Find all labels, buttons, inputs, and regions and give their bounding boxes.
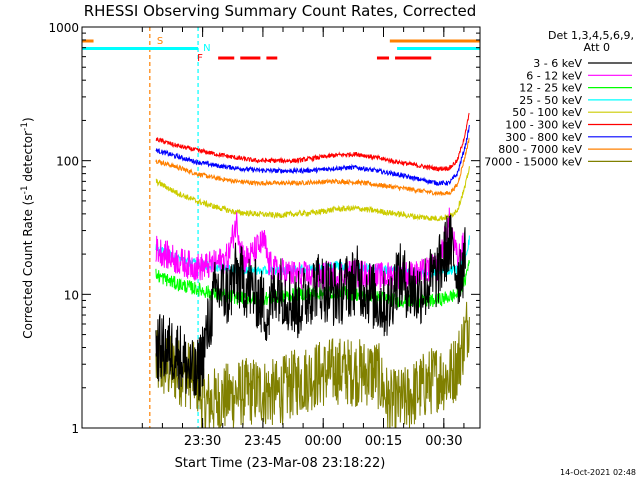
x-tick-label-4: 00:30 xyxy=(425,434,462,449)
chart-title: RHESSI Observing Summary Count Rates, Co… xyxy=(84,2,477,20)
series-line-6 xyxy=(155,124,470,187)
series-line-8 xyxy=(155,301,470,428)
legend-label-5: 100 - 300 keV xyxy=(505,119,582,132)
legend-label-3: 25 - 50 keV xyxy=(519,94,582,107)
y-axis-label: Corrected Count Rate (s-1 detector-1) xyxy=(20,117,35,338)
x-tick-label-3: 00:15 xyxy=(365,434,402,449)
x-tick-label-1: 23:45 xyxy=(244,434,281,449)
legend-label-7: 800 - 7000 keV xyxy=(498,143,582,156)
x-tick-label-2: 00:00 xyxy=(304,434,341,449)
legend-label-8: 7000 - 15000 keV xyxy=(484,155,582,168)
saa-flag-label: S xyxy=(157,36,163,47)
legend-label-6: 300 - 800 keV xyxy=(505,131,582,144)
legend-label-4: 50 - 100 keV xyxy=(512,106,582,119)
night-flag-label: N xyxy=(203,43,210,54)
legend-label-0: 3 - 6 keV xyxy=(533,57,582,70)
y-tick-label-3: 1000 xyxy=(48,21,79,35)
series-line-5 xyxy=(155,112,470,172)
y-tick-label-0: 1 xyxy=(71,422,79,436)
x-tick-label-0: 23:30 xyxy=(184,434,221,449)
y-tick-label-1: 10 xyxy=(64,288,79,302)
legend-label-1: 6 - 12 keV xyxy=(526,69,582,82)
flare-flag-label: F xyxy=(197,53,203,64)
legend-title-line-2: Att 0 xyxy=(584,41,610,54)
x-axis-label: Start Time (23-Mar-08 23:18:22) xyxy=(175,456,386,471)
legend-label-2: 12 - 25 keV xyxy=(519,82,582,95)
generated-timestamp: 14-Oct-2021 02:48 xyxy=(560,468,636,477)
legend-title-line-1: Det 1,3,4,5,6,9, xyxy=(548,29,634,42)
series-line-7 xyxy=(155,137,470,197)
series-line-4 xyxy=(155,166,470,222)
series-line-0 xyxy=(155,214,466,401)
plot-frame xyxy=(81,26,481,429)
y-tick-label-2: 100 xyxy=(56,155,79,169)
